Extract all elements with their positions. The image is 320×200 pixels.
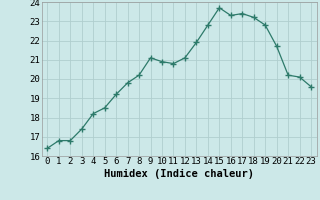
X-axis label: Humidex (Indice chaleur): Humidex (Indice chaleur): [104, 169, 254, 179]
